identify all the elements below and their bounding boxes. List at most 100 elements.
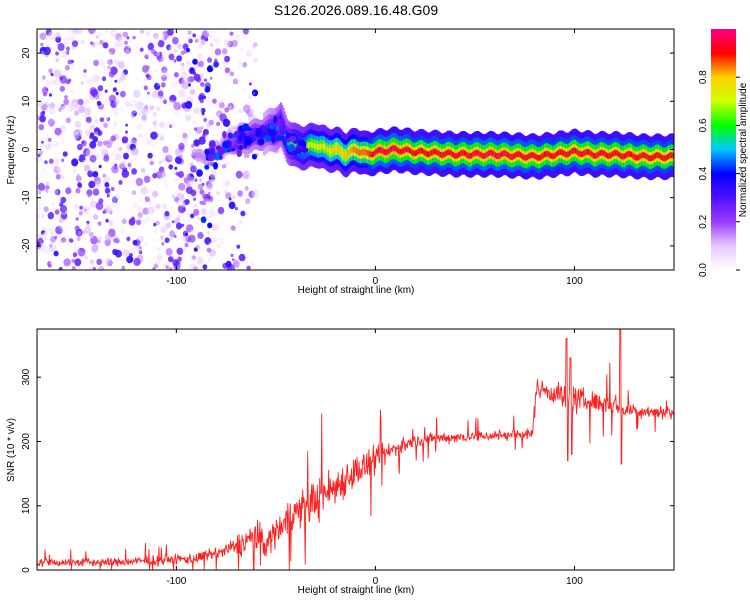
spectrogram-noise-dot [213, 61, 220, 68]
spectrogram-noise-dot [53, 189, 59, 196]
spectrogram-noise-dot [83, 148, 91, 157]
spectrogram-noise-dot [74, 225, 80, 231]
spectrogram-noise-dot [175, 233, 180, 238]
spectrogram-noise-dot [157, 260, 162, 266]
spectrogram-noise-dot [174, 197, 180, 203]
spectrogram-noise-dot [81, 259, 87, 265]
spectrogram-noise-dot [181, 81, 189, 90]
spectrogram-noise-dot [126, 144, 131, 150]
spectrogram-noise-dot [51, 238, 55, 243]
spectrogram-noise-dot [52, 60, 57, 65]
spectrogram-noise-dot [145, 216, 151, 223]
spectrogram-noise-dot [85, 79, 90, 85]
spectrogram-ridge-cell [327, 147, 330, 154]
spectrogram-noise-dot [52, 78, 58, 85]
spectrogram-noise-dot [63, 104, 71, 113]
spectrogram-noise-dot [107, 120, 113, 126]
spectrogram-noise-dot [135, 177, 144, 187]
spectrogram-noise-dot [108, 47, 116, 55]
spectrogram-ridge-cell [497, 153, 500, 160]
spectrogram-ridge-cell [413, 150, 416, 157]
spectrogram-noise-dot [92, 136, 98, 143]
spectrogram-noise-dot [185, 186, 193, 195]
spectrogram-ridge-cell [424, 149, 427, 156]
spectrogram-noise-dot [98, 265, 105, 270]
spectrogram-noise-dot [197, 216, 201, 221]
spectrogram-ridge-cell [560, 149, 563, 155]
spectrogram-noise-dot [120, 205, 125, 210]
spectrogram-noise-dot [223, 180, 230, 188]
spectrogram-blob [244, 135, 251, 140]
spectrogram-noise-dot [65, 187, 72, 195]
spectrogram-noise-dot [147, 29, 153, 33]
spectrogram-noise-dot [250, 260, 256, 267]
spectrogram-noise-dot [232, 260, 240, 268]
spectrogram-blob [238, 144, 244, 151]
spectrogram-noise-dot [87, 242, 92, 248]
spectrogram-ridge-cell [491, 150, 494, 156]
spectrogram-noise-dot [38, 224, 43, 230]
spectrogram-ridge-cell [390, 146, 394, 152]
spectrogram-ridge-cell [628, 150, 631, 157]
spectrogram-noise-dot [207, 103, 212, 108]
spectrogram-noise-dot [228, 105, 233, 111]
spectrogram-blob [233, 144, 240, 150]
spectrogram-noise-dot [124, 40, 128, 45]
spectrogram-noise-dot [242, 86, 246, 90]
spectrogram-noise-dot [93, 127, 101, 135]
spectrogram-noise-dot [59, 75, 68, 84]
spectrogram-noise-dot [55, 225, 63, 235]
spectrogram-ridge-cell [232, 141, 235, 147]
spectrogram-noise-dot [127, 70, 131, 74]
spectrogram-noise-dot [96, 41, 101, 46]
spectrogram-noise-dot [39, 115, 46, 123]
spectrogram-noise-dot [173, 109, 181, 118]
spectrogram-noise-dot [115, 194, 121, 200]
spectrogram-ridge-cell [333, 146, 336, 153]
spectrogram-noise-dot [186, 60, 190, 64]
spectrogram-noise-dot [236, 244, 241, 249]
spectrogram-noise-dot [50, 84, 58, 93]
spectrogram-ridge-cell [658, 152, 661, 159]
spectrogram-noise-dot [60, 104, 66, 110]
spectrogram-noise-dot [49, 243, 53, 248]
spectrogram-ridge-cell [326, 146, 329, 153]
spectrogram-noise-dot [65, 243, 69, 247]
spectrogram-noise-dot [221, 48, 228, 55]
spectrogram-noise-dot [58, 222, 65, 230]
spectrogram-ridge-cell [356, 148, 359, 154]
spectrogram-blob [268, 124, 275, 130]
spectrogram-noise-dot [128, 177, 136, 185]
spectrogram-noise-dot [113, 110, 120, 117]
spectrogram-noise-dot [125, 130, 128, 134]
spectrogram-noise-dot [200, 107, 206, 114]
spectrogram-noise-dot [50, 72, 54, 77]
spectrogram-ridge-cell [546, 150, 549, 157]
spectrogram-ridge-cell [554, 152, 557, 159]
spectrogram-noise-dot [106, 194, 110, 198]
spectrogram-noise-dot [157, 39, 165, 48]
spectrogram-halo-dot [224, 162, 230, 166]
spectrogram-noise-dot [119, 227, 126, 235]
spectrogram-noise-dot [136, 123, 143, 130]
spectrogram-noise-dot [87, 170, 94, 178]
spectrogram-noise-dot [106, 259, 113, 267]
spectrogram-noise-dot [44, 59, 53, 68]
spectrogram-noise-dot [37, 237, 44, 245]
spectrogram-noise-dot [152, 120, 158, 126]
spectrogram-noise-dot [50, 148, 57, 155]
spectrogram-ridge-cell [588, 149, 591, 155]
spectrogram-ridge-cell [602, 149, 605, 156]
spectrogram-ridge-cell [488, 150, 492, 156]
spectrogram-noise-dot [49, 93, 52, 97]
spectrogram-ridge-cell [382, 148, 385, 155]
spectrogram-noise-dot [198, 60, 205, 68]
spectrogram-blob [204, 148, 210, 155]
spectrogram-noise-dot [105, 59, 112, 67]
spectrogram-noise-dot [89, 200, 97, 209]
spectrogram-noise-dot [153, 210, 161, 219]
spectrogram-ridge-cell [371, 151, 374, 158]
spectrogram-noise-dot [208, 174, 216, 182]
spectrogram-noise-dot [87, 247, 92, 252]
spectrogram-noise-dot [192, 107, 199, 114]
